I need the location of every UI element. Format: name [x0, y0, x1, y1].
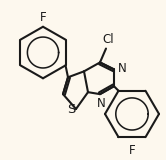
Text: N: N	[118, 62, 127, 75]
Text: F: F	[129, 144, 135, 157]
Text: N: N	[97, 97, 105, 110]
Text: S: S	[67, 104, 75, 116]
Text: Cl: Cl	[102, 33, 114, 46]
Text: F: F	[40, 11, 46, 24]
